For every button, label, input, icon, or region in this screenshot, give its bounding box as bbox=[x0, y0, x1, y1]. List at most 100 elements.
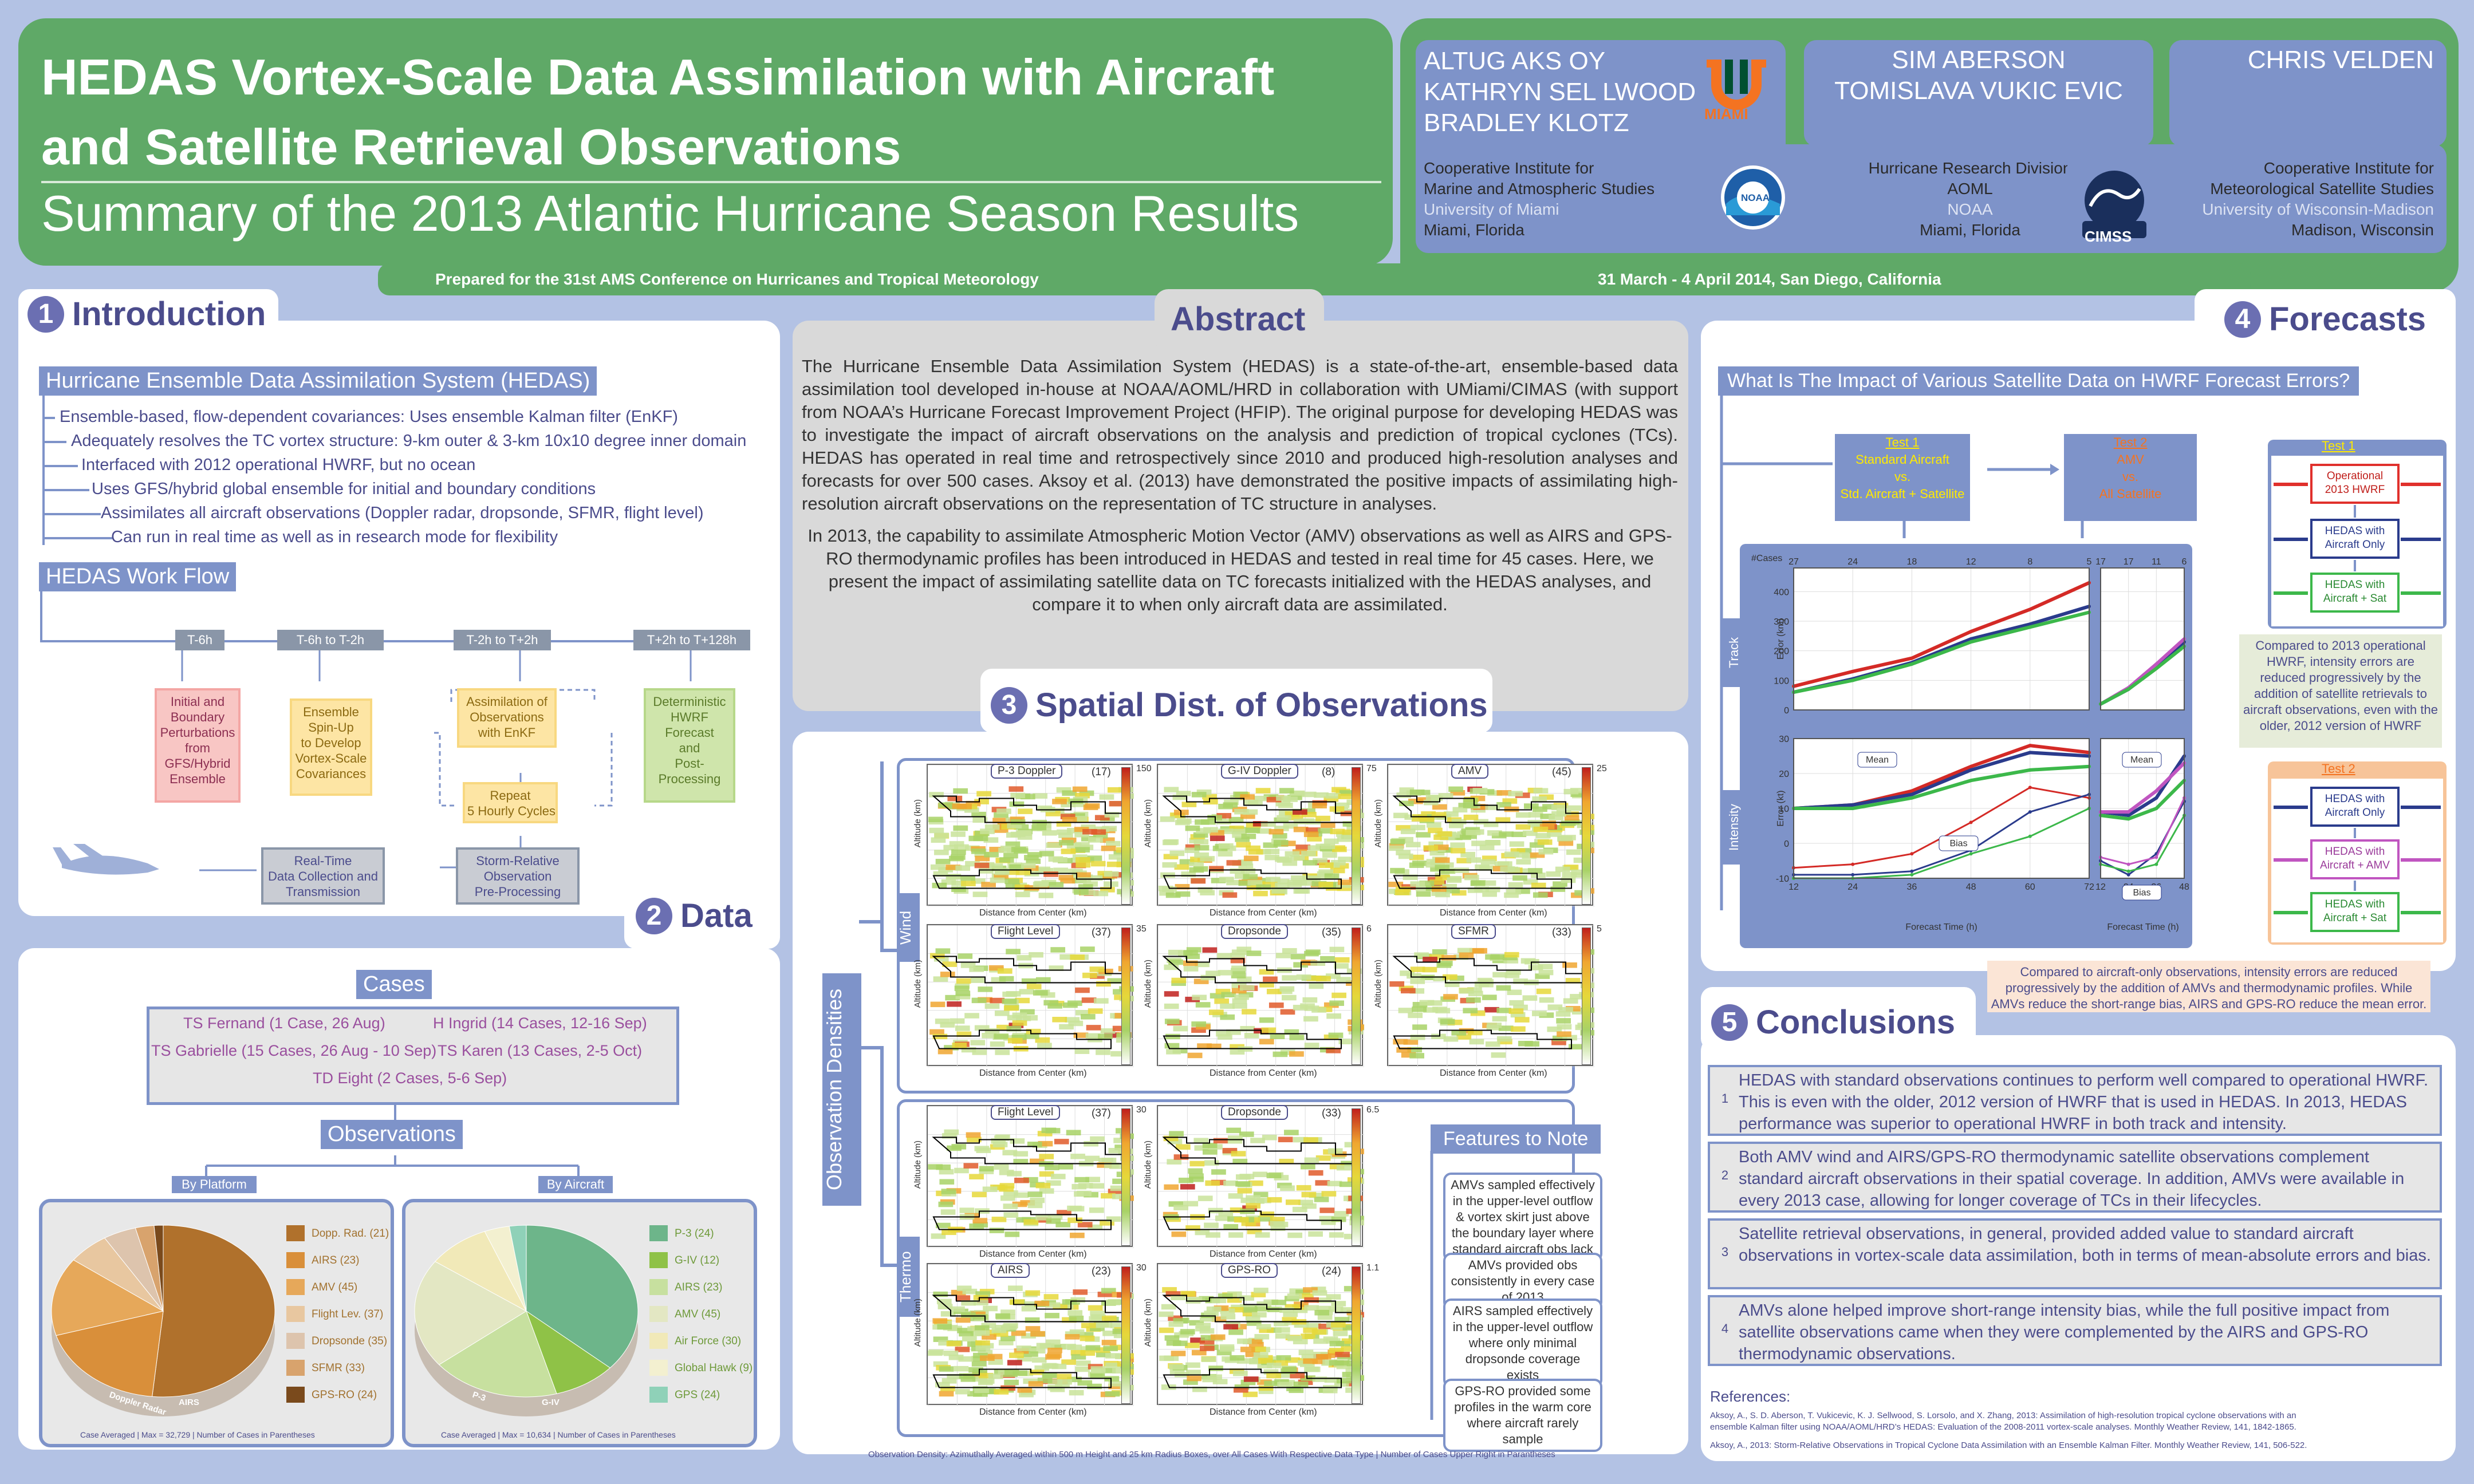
density-cell bbox=[1317, 1297, 1332, 1303]
density-cell bbox=[1472, 948, 1487, 954]
density-cell bbox=[1169, 1368, 1185, 1375]
mean-label: Mean bbox=[2130, 755, 2153, 765]
density-cell bbox=[1090, 1325, 1105, 1332]
density-cell bbox=[969, 966, 984, 972]
density-cell bbox=[1485, 886, 1500, 893]
density-cell bbox=[1270, 1225, 1286, 1232]
density-cell bbox=[1090, 1311, 1105, 1316]
density-cell bbox=[1266, 1372, 1281, 1379]
density-cell bbox=[1253, 1191, 1268, 1198]
density-cell bbox=[1241, 834, 1256, 839]
test1-box: Test 1 Standard Aircraft vs. Std. Aircra… bbox=[1835, 434, 1970, 521]
density-cell bbox=[1246, 1195, 1260, 1201]
density-cell bbox=[1206, 970, 1220, 976]
density-cell bbox=[1514, 1017, 1530, 1023]
density-cell bbox=[1492, 1016, 1507, 1022]
density-cell bbox=[1246, 1320, 1262, 1326]
density-cell bbox=[1004, 878, 1020, 885]
density-cell bbox=[1450, 842, 1466, 848]
density-cell bbox=[1504, 851, 1519, 857]
density-cell bbox=[1187, 1296, 1203, 1303]
density-cell bbox=[1059, 954, 1075, 960]
density-cell bbox=[1211, 1169, 1226, 1175]
density-cell bbox=[1259, 982, 1274, 988]
density-cell bbox=[932, 1318, 948, 1324]
density-cell bbox=[1522, 995, 1538, 1001]
density-cell bbox=[1112, 1328, 1128, 1335]
density-cell bbox=[1314, 1197, 1329, 1202]
density-cell bbox=[1049, 808, 1065, 814]
density-cell bbox=[1183, 966, 1199, 972]
density-cell bbox=[1263, 842, 1278, 848]
poster-title: HEDAS Vortex-Scale Data Assimilation wit… bbox=[41, 49, 1275, 175]
miami-logo-text: MIAMI bbox=[1704, 105, 1748, 123]
density-cell bbox=[1409, 854, 1424, 861]
density-cell bbox=[943, 844, 959, 851]
density-cell bbox=[1336, 1378, 1352, 1384]
density-cell bbox=[1514, 852, 1529, 858]
y-tick: 100 bbox=[1774, 676, 1789, 686]
density-cell bbox=[964, 807, 979, 813]
header-banner bbox=[18, 18, 1393, 266]
density-cell bbox=[1021, 1306, 1037, 1312]
pie-slice bbox=[434, 1231, 527, 1312]
density-cell bbox=[1266, 1173, 1282, 1178]
density-cell bbox=[1185, 1343, 1200, 1348]
density-cell bbox=[1213, 1138, 1228, 1144]
series-line bbox=[1794, 794, 2090, 876]
density-cell bbox=[1051, 1344, 1066, 1349]
density-cell bbox=[1302, 997, 1318, 1003]
density-cell bbox=[1509, 1000, 1524, 1006]
density-cell bbox=[967, 1341, 982, 1347]
density-cell bbox=[1298, 1199, 1313, 1206]
density-cell bbox=[1511, 1026, 1526, 1032]
density-cell bbox=[972, 1049, 987, 1055]
density-cell bbox=[1541, 820, 1557, 826]
density-cell bbox=[1186, 947, 1201, 953]
density-cell bbox=[1562, 1035, 1577, 1041]
density-cell bbox=[1451, 1030, 1467, 1036]
density-cell bbox=[1440, 868, 1456, 874]
density-cell bbox=[1166, 1340, 1181, 1346]
density-cell bbox=[1027, 852, 1042, 858]
density-cell bbox=[989, 1228, 1004, 1233]
density-cell bbox=[1233, 1371, 1248, 1376]
density-cell bbox=[978, 1372, 994, 1379]
density-cell bbox=[958, 1356, 974, 1362]
density-cell bbox=[1256, 1198, 1271, 1203]
density-cell bbox=[979, 868, 994, 874]
density-cell bbox=[1110, 1051, 1125, 1057]
density-cell bbox=[1334, 1211, 1349, 1217]
density-cell bbox=[1565, 819, 1580, 825]
density-cell bbox=[1165, 1291, 1181, 1297]
density-cell bbox=[1252, 1171, 1268, 1178]
density-cell bbox=[1102, 1331, 1117, 1336]
density-cell bbox=[1035, 977, 1051, 983]
density-cell bbox=[1456, 858, 1472, 863]
density-cell bbox=[1101, 1288, 1116, 1294]
density-cell bbox=[940, 1386, 955, 1392]
density-cell bbox=[1231, 973, 1246, 978]
density-cell bbox=[933, 1361, 948, 1367]
density-cell bbox=[1426, 822, 1441, 828]
density-cell bbox=[1463, 1008, 1478, 1013]
density-cell bbox=[1245, 827, 1260, 834]
density-cell bbox=[1038, 1140, 1053, 1147]
density-cell bbox=[1263, 1299, 1279, 1305]
density-cell bbox=[1109, 800, 1124, 807]
density-cell bbox=[1293, 1307, 1308, 1313]
hedas-heading: Hurricane Ensemble Data Assimilation Sys… bbox=[39, 366, 597, 396]
density-cell bbox=[954, 844, 969, 850]
density-cell bbox=[957, 1328, 972, 1333]
density-cell bbox=[1189, 1176, 1204, 1182]
heatmap-panel: SFMR (33) 5 Distance from Center (km) Altitu… bbox=[1373, 924, 1602, 1078]
density-cell bbox=[1088, 837, 1103, 843]
density-cell bbox=[1185, 844, 1200, 850]
density-cell bbox=[1470, 1010, 1486, 1016]
density-cell bbox=[1304, 950, 1319, 957]
density-cell bbox=[1419, 816, 1435, 822]
legend-swatch bbox=[286, 1333, 305, 1349]
density-cell bbox=[1396, 825, 1411, 831]
density-cell bbox=[988, 1359, 1003, 1365]
density-cell bbox=[1034, 1300, 1050, 1307]
